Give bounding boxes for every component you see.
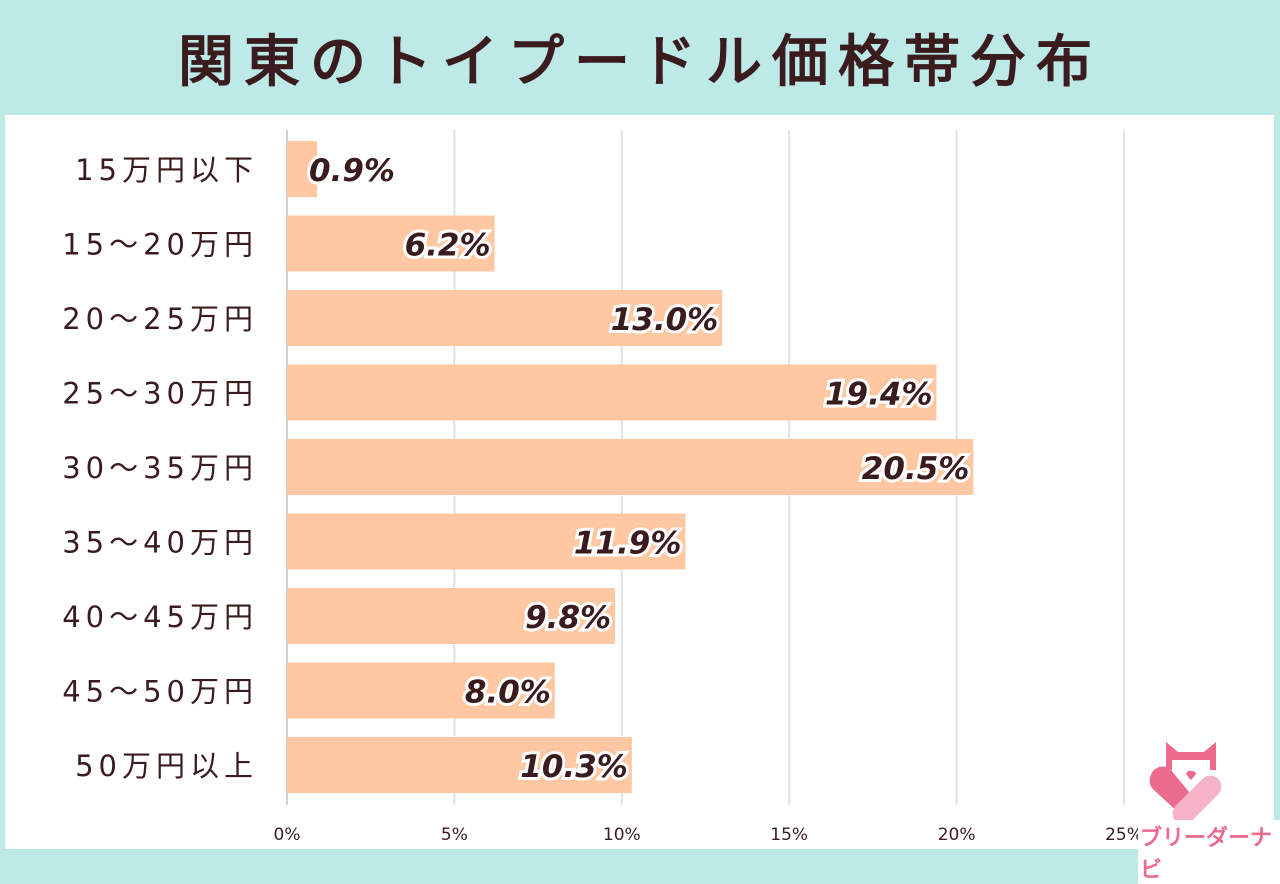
bar (287, 588, 616, 644)
x-tick-label: 25% (1105, 825, 1143, 845)
bar (287, 141, 318, 197)
category-label: 50万円以上 (75, 749, 258, 783)
data-label: 20.5% (862, 451, 970, 487)
bar (287, 215, 495, 272)
chart-title: 関東のトイプードル価格帯分布 (178, 30, 1102, 95)
data-label: 11.9% (574, 526, 682, 562)
bar (287, 290, 723, 346)
bar (287, 513, 686, 570)
x-tick-label: 20% (938, 825, 976, 845)
bar (287, 662, 555, 719)
category-label: 20〜25万円 (62, 302, 258, 336)
data-label: 19.4% (825, 377, 933, 413)
x-tick-label: 5% (441, 825, 468, 845)
bar (287, 737, 632, 793)
data-label: 6.2% (405, 228, 491, 264)
bar (287, 364, 937, 421)
category-label: 15万円以下 (75, 153, 258, 187)
brand-logo-text: ブリーダーナビ (1138, 820, 1280, 884)
data-label: 0.9% (309, 153, 395, 189)
category-label: 30〜35万円 (62, 451, 258, 485)
data-label: 9.8% (525, 600, 611, 636)
category-label: 40〜45万円 (62, 600, 258, 634)
x-tick-label: 0% (274, 825, 301, 845)
category-label: 25〜30万円 (62, 377, 258, 411)
category-label: 45〜50万円 (62, 675, 258, 709)
cat-heart-logo-icon (1149, 742, 1222, 820)
data-label: 10.3% (520, 749, 628, 785)
bar (287, 439, 974, 495)
x-tick-label: 15% (770, 825, 808, 845)
bar-chart: 0% 5% 10% 15% 20% 25% 15万円以下 0.9% 15〜20万円 6.2% 20〜… (62, 130, 1143, 845)
data-label: 13.0% (611, 302, 719, 338)
data-label: 8.0% (465, 675, 551, 711)
category-label: 35〜40万円 (62, 526, 258, 560)
category-label: 15〜20万円 (62, 228, 258, 262)
x-tick-label: 10% (603, 825, 641, 845)
